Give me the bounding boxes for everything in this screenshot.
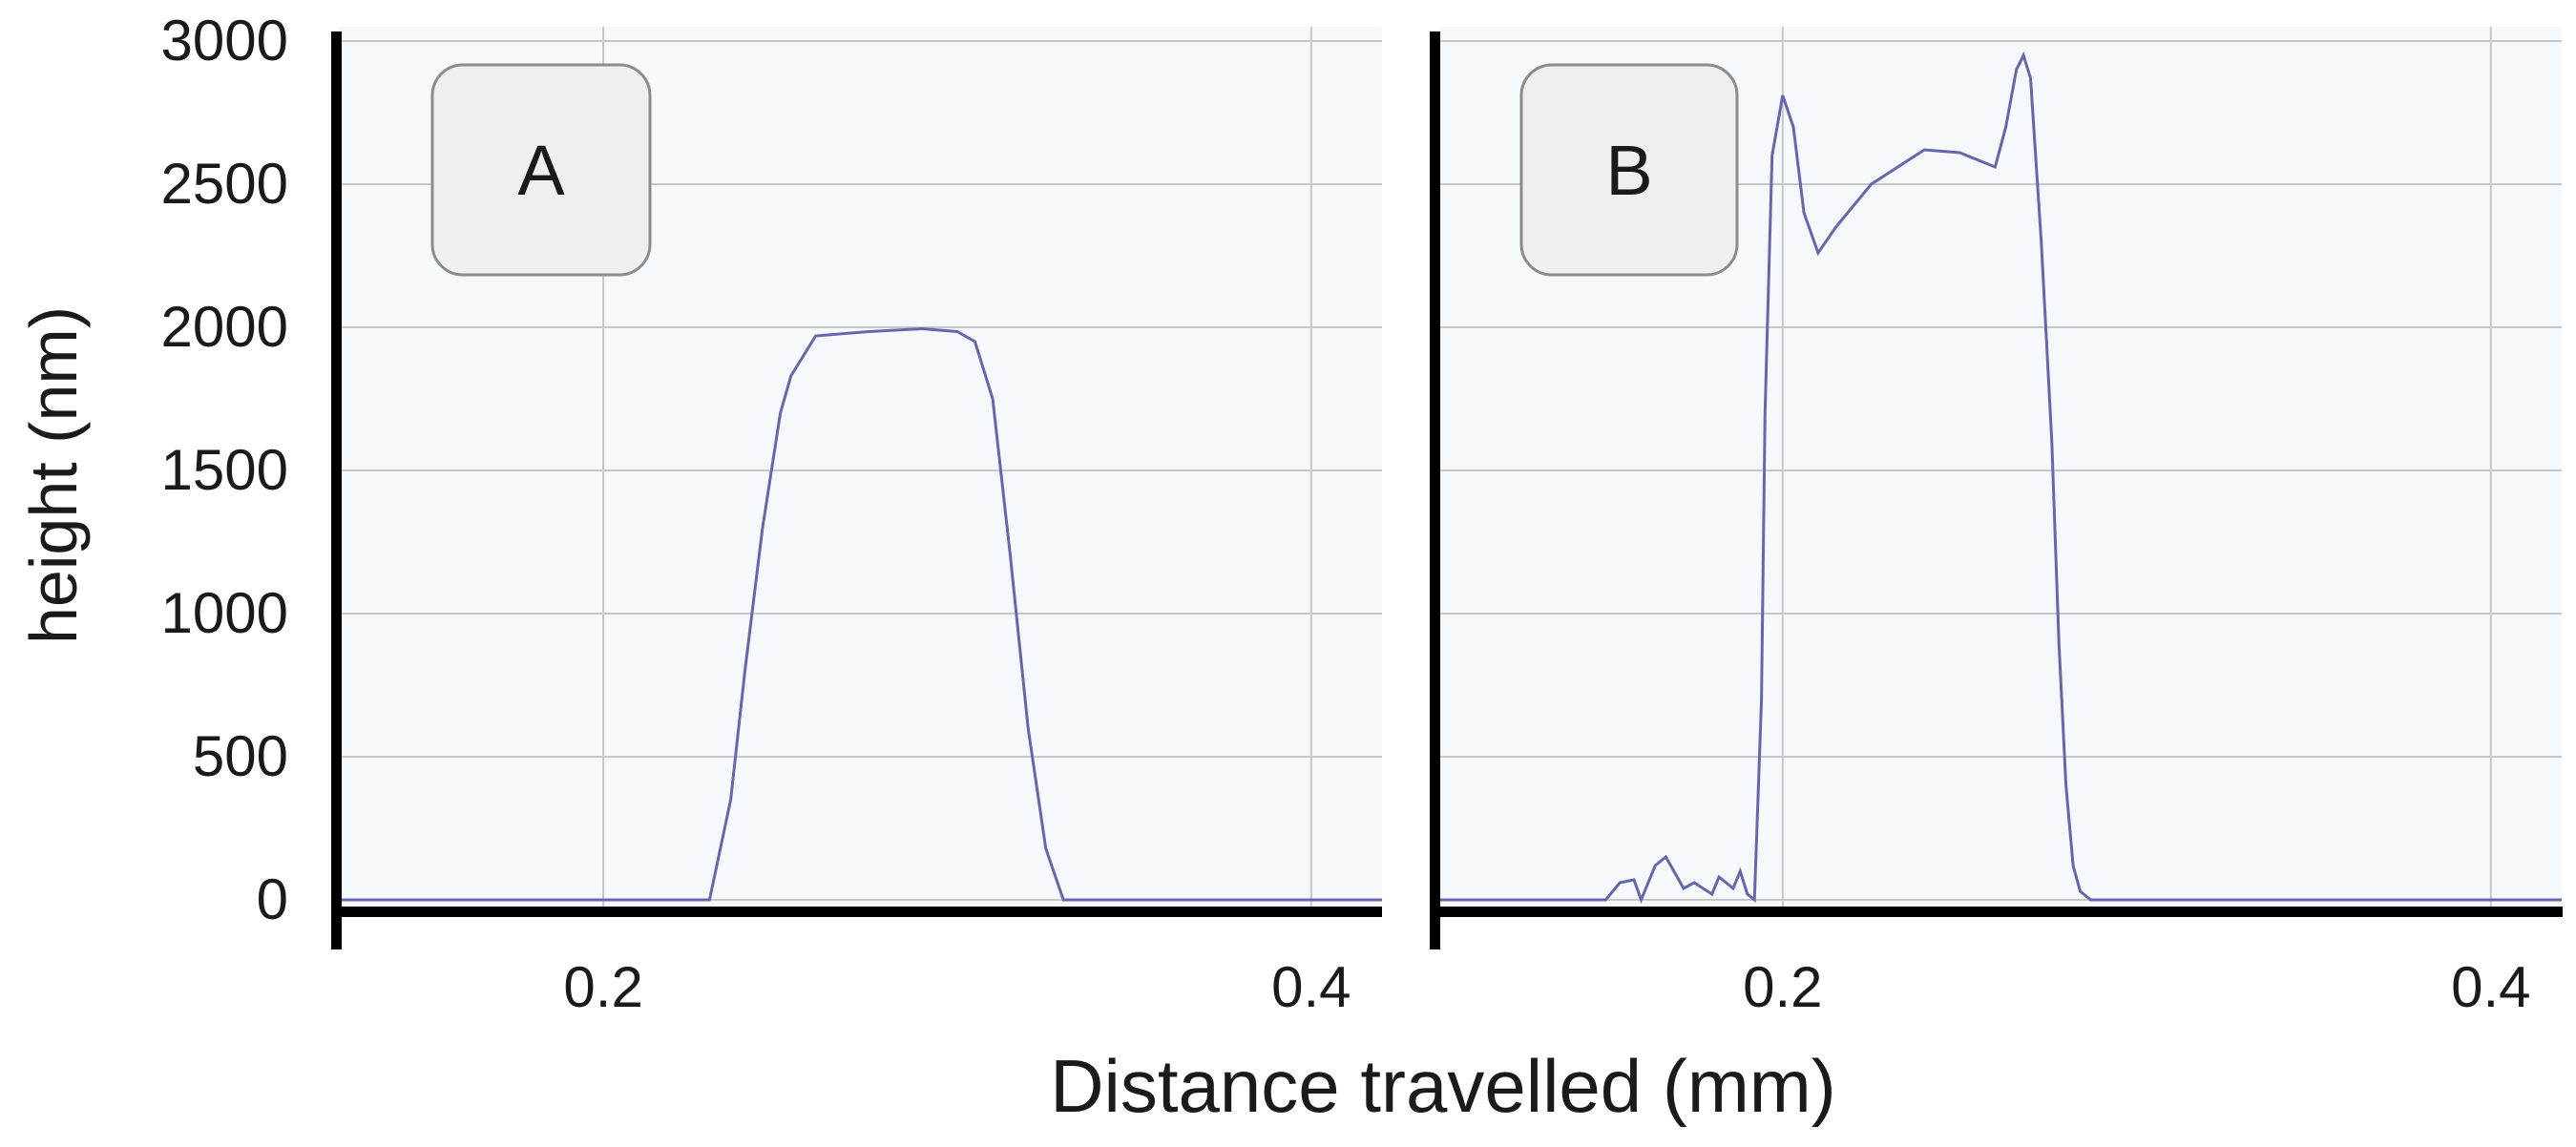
panel-b-height-line bbox=[1439, 51, 2562, 905]
panel-b-x-tick-label: 0.2 bbox=[1743, 955, 1822, 1019]
y-tick-label: 1000 bbox=[161, 581, 288, 645]
panel-b-x-ticks: 0.2 0.4 bbox=[1743, 955, 2530, 1019]
panel-a-chart: A 0.2 0.4 bbox=[331, 27, 1382, 1019]
y-axis-label: height (nm) bbox=[16, 306, 91, 644]
panel-a-label: A bbox=[517, 131, 565, 210]
y-tick-labels: 0 500 1000 1500 2000 2500 3000 bbox=[161, 9, 288, 931]
panel-a-x-axis bbox=[331, 907, 1382, 917]
panel-a-height-line bbox=[338, 326, 1382, 902]
panel-a-y-axis bbox=[331, 31, 342, 949]
panel-a-x-ticks: 0.2 0.4 bbox=[563, 955, 1351, 1019]
y-tick-label: 2500 bbox=[161, 152, 288, 216]
panel-b-x-tick-label: 0.4 bbox=[2451, 955, 2530, 1019]
panel-b-x-axis bbox=[1430, 907, 2563, 917]
x-axis-label: Distance travelled (mm) bbox=[1050, 1044, 1836, 1128]
panel-b-label-box: B bbox=[1519, 63, 1739, 277]
panel-b-y-axis bbox=[1430, 31, 1440, 949]
panel-a-label-box: A bbox=[430, 63, 652, 277]
panel-a-x-tick-label: 0.2 bbox=[563, 955, 642, 1019]
y-tick-label: 3000 bbox=[161, 9, 288, 73]
panel-b-chart: B 0.2 0.4 bbox=[1430, 27, 2563, 1019]
panel-a-x-tick-label: 0.4 bbox=[1271, 955, 1351, 1019]
panel-b-label: B bbox=[1605, 131, 1652, 210]
y-tick-label: 2000 bbox=[161, 295, 288, 359]
y-tick-label: 0 bbox=[257, 867, 288, 931]
panel-b-grid bbox=[1439, 27, 2562, 908]
y-tick-label: 500 bbox=[193, 724, 288, 788]
y-tick-label: 1500 bbox=[161, 438, 288, 502]
